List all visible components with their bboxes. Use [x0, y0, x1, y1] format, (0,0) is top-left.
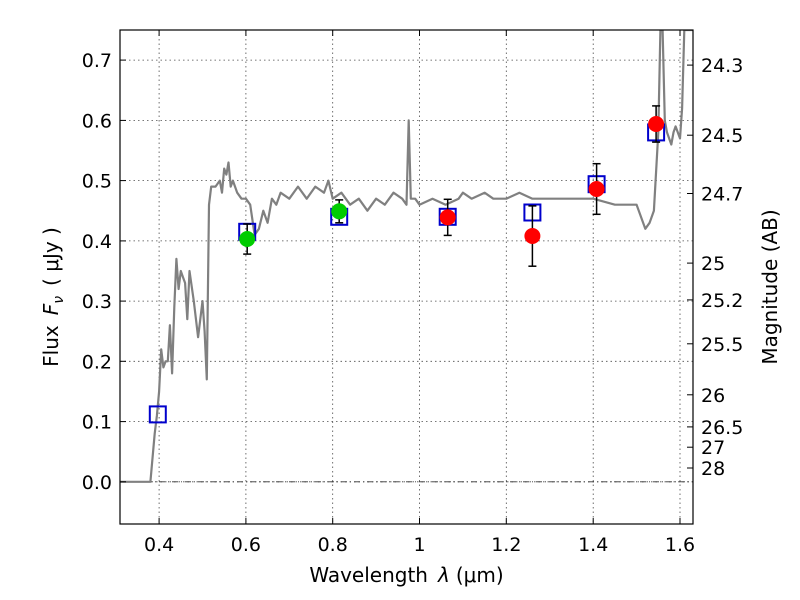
plot-frame [119, 29, 694, 525]
x-tick-label: 1.4 [578, 534, 608, 556]
x-tick-label: 1 [413, 534, 425, 556]
mag-tick-label: 26.5 [701, 417, 743, 439]
y-tick-label: 0.4 [82, 231, 112, 253]
x-tick-label: 0.4 [144, 534, 174, 556]
observed-flux-point [239, 231, 256, 247]
y-tick-label: 0.7 [82, 50, 112, 72]
mag-tick-label: 25.5 [701, 334, 743, 356]
mag-tick-label: 25.2 [701, 290, 743, 312]
y-tick-label: 0.6 [82, 110, 112, 132]
spectrum-layer [120, 30, 693, 483]
mag-tick-label: 28 [701, 458, 725, 480]
model-flux-box [148, 405, 167, 424]
y-axis-label: FluxFν( μJy ) [39, 227, 67, 367]
observed-flux-point [439, 209, 456, 226]
observed-flux-point [588, 181, 605, 197]
y-tick-label: 0.0 [82, 472, 112, 494]
mag-tick-label: 25 [701, 253, 725, 275]
y-tick-label: 0.3 [82, 291, 112, 313]
mag-tick-label: 26 [701, 385, 725, 407]
x-tick-label: 1.6 [665, 534, 695, 556]
sed-spectrum-line [120, 30, 693, 483]
mag-tick-label: 24.7 [701, 184, 743, 206]
observed-flux-point [648, 116, 665, 132]
observed-points-layer [239, 105, 665, 267]
y-tick-label: 0.5 [82, 171, 112, 193]
x-tick-label: 1.2 [491, 534, 521, 556]
grid [120, 30, 693, 524]
y-tick-label: 0.2 [82, 351, 112, 373]
mag-tick-label: 24.3 [701, 55, 743, 77]
x-tick-label: 0.8 [318, 534, 348, 556]
x-tick-label: 0.6 [231, 534, 261, 556]
mag-tick-label: 27 [701, 437, 725, 459]
right-axis-label: Magnitude (AB) [758, 209, 782, 364]
x-axis-label: Wavelength λ (μm) [309, 563, 503, 587]
observed-flux-point [331, 203, 348, 220]
mag-tick-label: 24.5 [701, 125, 743, 147]
ticks: 0.4 0.6 0.8 1 1.2 1.4 1.6 0.0 0.1 0.2 0.3 0.4 0.5 0.6… [82, 30, 743, 556]
observed-flux-point [524, 228, 541, 244]
y-tick-label: 0.1 [82, 412, 112, 434]
